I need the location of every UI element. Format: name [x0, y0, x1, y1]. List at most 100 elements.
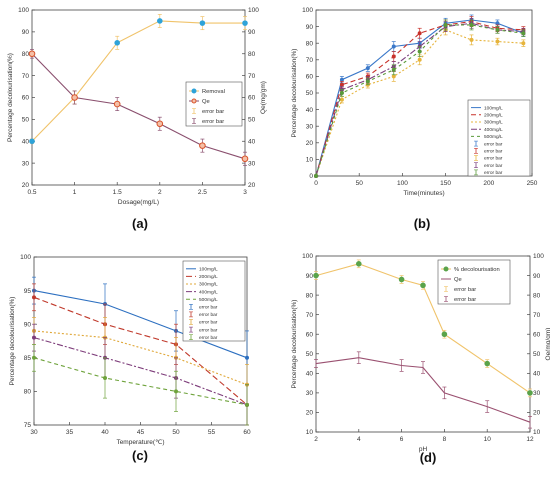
data-point [495, 39, 500, 44]
data-point [417, 57, 422, 62]
legend-label: error bar [454, 287, 476, 293]
x-tick-label: 100 [397, 180, 408, 187]
y-right-tick-label: 80 [248, 51, 256, 58]
series-line [31, 20, 245, 142]
legend-label: error bar [202, 119, 224, 125]
panel-caption: (c) [132, 448, 148, 463]
data-point [391, 74, 396, 79]
data-point [103, 375, 107, 380]
series-% decolourisation [313, 259, 533, 398]
x-tick-label: 4 [357, 436, 361, 443]
legend-label: Qe [454, 277, 462, 283]
y-right-tick-label: 50 [533, 351, 541, 358]
legend-label: error bar [484, 163, 503, 169]
legend-label: Removal [202, 89, 225, 95]
y-tick-label: 100 [302, 7, 313, 14]
series-line [33, 330, 248, 386]
y-tick-label: 40 [306, 107, 314, 114]
x-axis-label: pH [419, 446, 428, 453]
data-point [398, 276, 405, 283]
y-right-tick-label: 90 [533, 273, 541, 280]
y-tick-label: 95 [24, 288, 32, 295]
y-tick-label: 75 [24, 422, 32, 429]
y-tick-label: 60 [306, 74, 314, 81]
y-tick-label: 80 [306, 40, 314, 47]
legend-marker [443, 266, 449, 272]
data-point [441, 331, 448, 338]
x-tick-label: 10 [484, 436, 492, 443]
y-right-tick-label: 20 [248, 182, 256, 189]
legend-label: error bar [484, 141, 503, 147]
y-tick-label: 30 [306, 390, 314, 397]
y-right-axis-label: Qe(mg/gm) [545, 328, 550, 361]
y-right-tick-label: 10 [533, 429, 541, 436]
y-tick-label: 20 [22, 182, 30, 189]
data-point [391, 67, 396, 72]
y-right-axis-label: Qe(mg/gm) [260, 81, 267, 114]
x-tick-label: 250 [527, 180, 538, 187]
data-point [32, 355, 36, 360]
x-tick-label: 2 [158, 189, 162, 196]
x-tick-label: 1.5 [113, 189, 122, 196]
data-point [521, 41, 526, 46]
x-tick-label: 35 [66, 429, 74, 436]
x-tick-label: 45 [137, 429, 145, 436]
legend-box [437, 259, 511, 305]
y-tick-label: 80 [22, 51, 30, 58]
legend-label: 100mg/L [199, 267, 218, 273]
x-tick-label: 3 [243, 189, 247, 196]
data-point [199, 142, 206, 149]
y-right-tick-label: 30 [533, 390, 541, 397]
chart-panel-b: 0 50 100 150 200 250 0 10 20 30 40 50 60 70 80 90 100 Tim… [291, 7, 538, 231]
data-point [469, 37, 474, 42]
series-line [31, 53, 246, 160]
data-point [417, 31, 422, 36]
y-tick-label: 20 [306, 410, 314, 417]
x-tick-label: 150 [440, 180, 451, 187]
series-line [315, 21, 524, 177]
y-tick-label: 70 [306, 312, 314, 319]
data-point [157, 18, 163, 24]
legend: 100mg/L200mg/L300mg/L400mg/L500mg/Lerror… [467, 99, 531, 177]
y-axis-label: Percentage decolourisation(%) [9, 297, 16, 386]
data-point [241, 155, 249, 163]
data-point [28, 50, 36, 58]
data-point [495, 27, 500, 32]
data-point [339, 97, 344, 102]
data-point [114, 40, 120, 46]
series-500mg/L [32, 344, 249, 426]
series-line [33, 357, 248, 406]
plot-area [315, 255, 531, 433]
data-point [469, 22, 474, 27]
y-right-tick-label: 80 [533, 292, 541, 299]
series-Qe [28, 49, 249, 166]
data-point [443, 22, 448, 27]
data-point [174, 389, 178, 394]
legend-label: error bar [484, 170, 503, 176]
data-point [242, 20, 248, 26]
legend-label: 400mg/L [484, 127, 503, 133]
y-right-tick-label: 40 [248, 138, 256, 145]
legend-box [182, 260, 246, 342]
legend-label: 500mg/L [484, 134, 503, 140]
y-right-tick-label: 90 [248, 29, 256, 36]
y-tick-label: 20 [306, 140, 314, 147]
x-tick-label: 50 [356, 180, 364, 187]
x-tick-label: 55 [208, 429, 216, 436]
x-tick-label: 60 [243, 429, 251, 436]
series-line [315, 22, 524, 177]
x-tick-label: 12 [526, 436, 534, 443]
y-right-tick-label: 70 [533, 312, 541, 319]
x-axis-label: Dosage(mg/L) [118, 199, 159, 206]
x-tick-label: 0.5 [27, 189, 36, 196]
legend-label: error bar [454, 297, 476, 303]
y-tick-label: 50 [22, 117, 30, 124]
x-tick-label: 0 [314, 180, 318, 187]
legend-label: 200mg/L [484, 113, 503, 119]
data-point [113, 100, 121, 108]
chart-panel-c: 30 35 40 45 50 55 60 75 80 85 90 95 100 Temperature(℃… [9, 254, 251, 463]
data-point [245, 355, 249, 360]
legend-label: 300mg/L [199, 282, 218, 288]
data-point [245, 402, 249, 407]
